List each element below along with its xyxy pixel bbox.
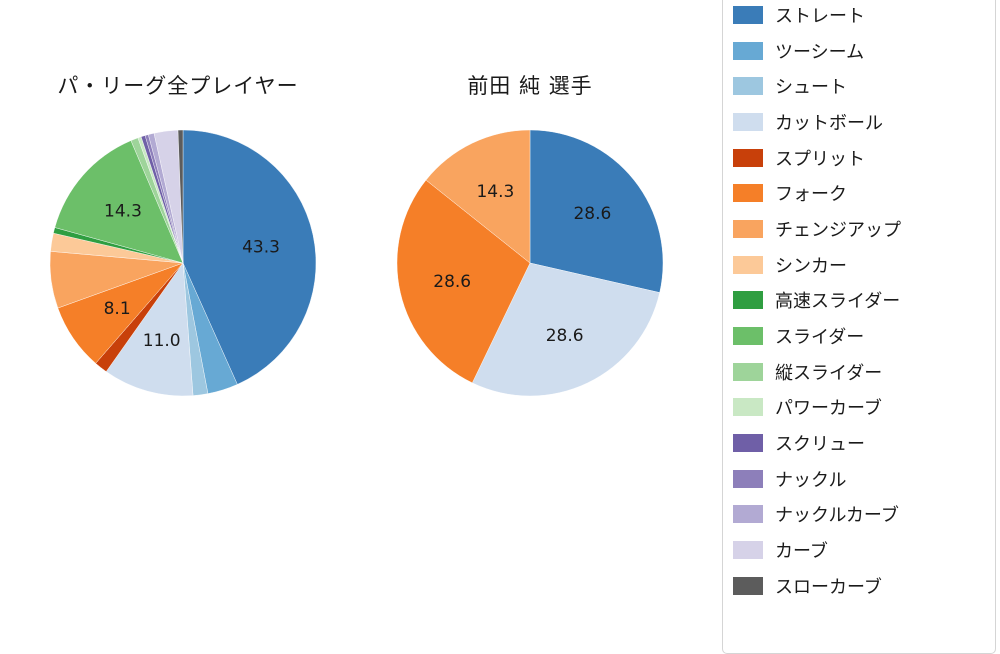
legend-color-swatch	[733, 77, 763, 96]
legend-color-swatch	[733, 112, 763, 131]
legend-label: シュート	[775, 77, 847, 99]
pie-percent-label: 14.3	[104, 201, 142, 221]
legend-item: カーブ	[733, 532, 985, 568]
legend-color-swatch	[733, 291, 763, 310]
legend-item: ナックルカーブ	[733, 497, 985, 533]
legend-label: シンカー	[775, 255, 847, 277]
legend-label: ツーシーム	[775, 41, 865, 63]
legend-item: チェンジアップ	[733, 211, 985, 247]
legend-item: スローカーブ	[733, 568, 985, 604]
legend-item: パワーカーブ	[733, 390, 985, 426]
player-pitch-mix-pie-chart: 28.6 28.6 28.6 14.3	[396, 129, 664, 397]
legend-label: スクリュー	[775, 434, 865, 456]
league-pitch-mix-pie-chart: 43.3 11.0 8.1 14.3	[49, 129, 317, 397]
left-pie-title: パ・リーグ全プレイヤー	[57, 74, 299, 98]
pie-percent-label: 28.6	[546, 326, 584, 346]
pie-percent-label: 28.6	[433, 272, 471, 292]
legend-color-swatch	[733, 398, 763, 417]
pie-percent-label: 11.0	[143, 331, 181, 351]
legend-item: スクリュー	[733, 425, 985, 461]
legend-color-swatch	[733, 327, 763, 346]
legend-color-swatch	[733, 505, 763, 524]
figure-canvas: パ・リーグ全プレイヤー 前田 純 選手 43.3 11.0 8.1 14.3 28.6…	[49, 0, 996, 654]
legend-label: 高速スライダー	[775, 291, 901, 313]
pie-slice	[182, 129, 317, 385]
legend-label: フォーク	[775, 184, 847, 206]
legend-label: ストレート	[775, 5, 865, 27]
legend-color-swatch	[733, 148, 763, 167]
legend-item: 縦スライダー	[733, 354, 985, 390]
pie-slice	[105, 262, 194, 397]
legend-item: スライダー	[733, 318, 985, 354]
pie-slice	[472, 262, 660, 397]
pie-percent-label: 14.3	[476, 182, 514, 202]
legend-item: ツーシーム	[733, 33, 985, 69]
legend-label: カットボール	[775, 112, 883, 134]
pie-slice	[529, 129, 664, 293]
legend-label: カーブ	[775, 541, 828, 563]
pie-percent-label: 28.6	[573, 204, 611, 224]
legend-item: カットボール	[733, 104, 985, 140]
legend-label: ナックルカーブ	[775, 505, 899, 527]
legend-color-swatch	[733, 219, 763, 238]
legend-color-swatch	[733, 362, 763, 381]
legend-label: スローカーブ	[775, 576, 882, 598]
legend-item: シンカー	[733, 247, 985, 283]
pitch-type-legend: ストレートツーシームシュートカットボール スプリットフォークチェンジアップ シンカー…	[722, 0, 996, 654]
legend-item: 高速スライダー	[733, 283, 985, 319]
legend-label: スプリット	[775, 148, 865, 170]
pie-percent-label: 8.1	[104, 299, 131, 319]
legend-label: スライダー	[775, 327, 865, 349]
legend-item: シュート	[733, 68, 985, 104]
legend-item: ナックル	[733, 461, 985, 497]
legend-label: 縦スライダー	[775, 362, 883, 384]
pie-slice	[425, 129, 531, 264]
legend-label: パワーカーブ	[775, 398, 882, 420]
legend-item: ストレート	[733, 0, 985, 33]
pie-slice	[396, 179, 531, 384]
legend-color-swatch	[733, 41, 763, 60]
legend-color-swatch	[733, 5, 763, 24]
legend-item: フォーク	[733, 175, 985, 211]
pie-slice	[54, 140, 184, 264]
legend-label: ナックル	[775, 469, 847, 491]
legend-color-swatch	[733, 255, 763, 274]
legend-color-swatch	[733, 469, 763, 488]
legend-color-swatch	[733, 576, 763, 595]
pie-slice	[177, 129, 184, 264]
legend-color-swatch	[733, 541, 763, 560]
pie-percent-label: 43.3	[242, 237, 280, 257]
right-pie-title: 前田 純 選手	[467, 74, 593, 98]
legend-label: チェンジアップ	[775, 219, 901, 241]
legend-color-swatch	[733, 184, 763, 203]
legend-item: スプリット	[733, 140, 985, 176]
legend-color-swatch	[733, 434, 763, 453]
